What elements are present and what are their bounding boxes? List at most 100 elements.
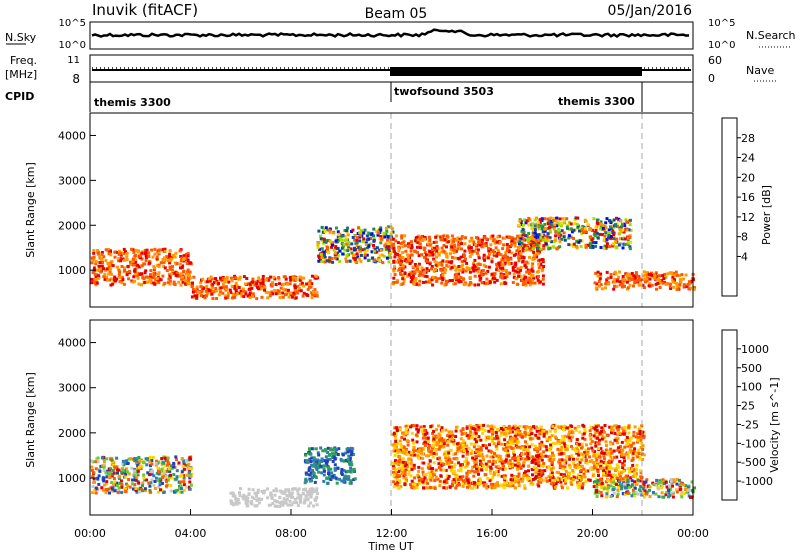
- velocity-cell: [616, 428, 620, 432]
- velocity-cell: [403, 464, 407, 468]
- power-cell: [544, 242, 548, 246]
- power-cell: [676, 287, 680, 291]
- power-cell: [289, 278, 293, 282]
- velocity-cell: [398, 481, 402, 485]
- velocity-cell: [558, 461, 562, 465]
- power-cell: [148, 277, 152, 281]
- power-cell: [521, 233, 525, 237]
- velocity-cell: [288, 503, 292, 507]
- power-cell: [463, 254, 466, 258]
- power-cell: [548, 225, 552, 229]
- power-cell: [491, 250, 495, 254]
- velocity-cell: [588, 455, 591, 459]
- velocity-cell: [257, 501, 261, 505]
- power-cell: [463, 249, 467, 253]
- power-cell: [577, 240, 581, 244]
- velocity-cell: [457, 469, 460, 472]
- velocity-cell: [628, 439, 632, 443]
- power-cell: [623, 243, 627, 246]
- power-cell: [610, 227, 614, 230]
- velocity-cell: [333, 467, 337, 471]
- velocity-cell: [391, 465, 395, 468]
- power-cell: [414, 239, 418, 243]
- power-cell: [298, 278, 302, 282]
- velocity-cell: [514, 456, 518, 460]
- velocity-cell: [507, 461, 510, 465]
- power-cell: [543, 229, 547, 233]
- velocity-cell: [312, 471, 316, 475]
- power-cell: [530, 266, 534, 270]
- power-cell: [121, 278, 125, 282]
- velocity-cell: [109, 467, 113, 471]
- power-cell: [482, 263, 486, 267]
- velocity-cell: [575, 447, 579, 451]
- power-cell: [506, 260, 510, 264]
- power-cell: [525, 243, 529, 247]
- power-cell: [281, 291, 285, 295]
- velocity-cell: [419, 451, 423, 455]
- power-cell: [594, 228, 598, 232]
- velocity-cell: [397, 466, 401, 470]
- velocity-cell: [571, 447, 575, 451]
- power-cell: [177, 280, 181, 284]
- velocity-cell: [571, 478, 575, 481]
- power-cell: [298, 283, 302, 287]
- velocity-cell: [533, 444, 537, 448]
- power-cell: [452, 282, 456, 286]
- power-cell: [321, 230, 325, 234]
- power-cell: [119, 259, 123, 263]
- power-cell: [601, 223, 605, 227]
- velocity-cell: [539, 425, 543, 429]
- velocity-cell: [304, 453, 308, 457]
- power-cell: [108, 270, 112, 274]
- power-cell: [430, 251, 434, 255]
- power-cell: [336, 247, 340, 250]
- velocity-cell: [568, 457, 572, 461]
- power-cell: [595, 282, 599, 286]
- power-cell: [509, 262, 513, 265]
- velocity-cell: [307, 467, 311, 471]
- power-cell: [401, 256, 405, 259]
- velocity-cell: [127, 478, 131, 481]
- power-cell: [336, 230, 340, 234]
- velocity-cell: [508, 484, 512, 488]
- velocity-cell: [427, 486, 431, 490]
- power-cell: [347, 241, 351, 244]
- velocity-cell: [461, 447, 465, 451]
- velocity-cell: [600, 430, 604, 433]
- power-cell: [489, 236, 493, 240]
- power-cell: [250, 281, 254, 285]
- velocity-cell: [162, 471, 166, 475]
- velocity-cell: [102, 465, 106, 469]
- velocity-cell: [310, 447, 314, 451]
- power-cell: [641, 283, 645, 287]
- power-cell: [422, 270, 426, 274]
- velocity-cell: [576, 425, 580, 429]
- power-cell: [428, 243, 432, 247]
- velocity-cell: [241, 495, 245, 499]
- power-cell: [672, 285, 676, 289]
- velocity-cell: [99, 464, 103, 468]
- velocity-cell: [465, 471, 469, 475]
- velocity-cell: [624, 438, 628, 442]
- velocity-cell: [514, 427, 518, 431]
- velocity-cell: [415, 440, 419, 444]
- velocity-cell: [624, 484, 628, 488]
- velocity-cell: [465, 459, 469, 463]
- power-cell: [433, 276, 437, 280]
- power-cell: [664, 283, 668, 286]
- velocity-cell: [406, 439, 409, 443]
- power-cell: [434, 279, 438, 283]
- velocity-cell: [134, 459, 138, 463]
- velocity-cell: [349, 470, 353, 474]
- velocity-cell: [237, 501, 241, 505]
- power-cell: [504, 251, 508, 255]
- power-cell: [199, 294, 203, 297]
- velocity-cell: [412, 466, 416, 470]
- velocity-cell: [333, 463, 337, 467]
- power-cell: [425, 275, 429, 279]
- velocity-cell: [480, 466, 484, 470]
- velocity-cell: [459, 429, 463, 433]
- velocity-cell: [542, 432, 546, 436]
- power-cell: [309, 285, 313, 289]
